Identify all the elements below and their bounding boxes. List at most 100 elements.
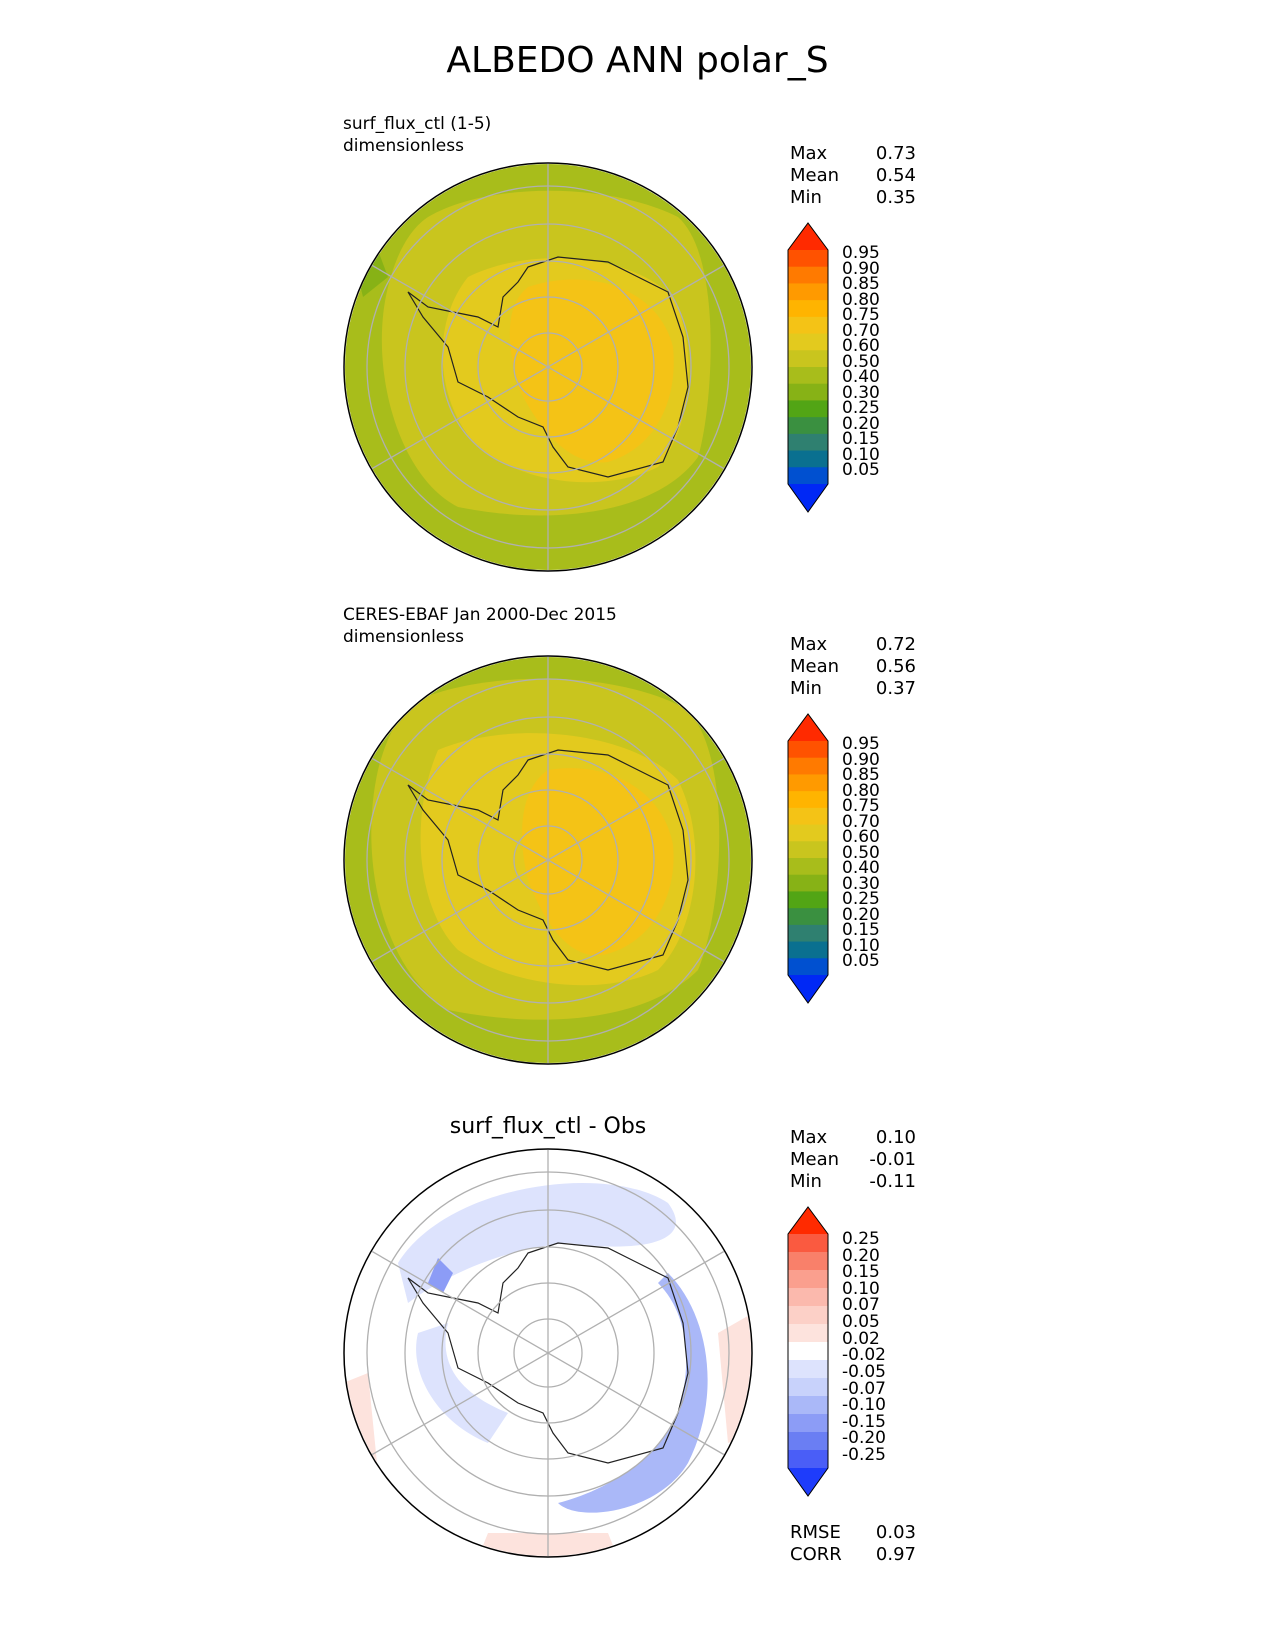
colorbar-segment bbox=[788, 367, 828, 385]
colorbar-tick-label: 0.90 bbox=[842, 258, 880, 279]
colorbar-segment bbox=[788, 1378, 828, 1397]
panel1-stats: Max 0.73 Mean 0.54 Min 0.35 bbox=[790, 143, 916, 209]
colorbar-segment bbox=[788, 807, 828, 826]
colorbar-segment bbox=[788, 250, 828, 268]
colorbar-tick-label: 0.70 bbox=[842, 320, 880, 341]
colorbar-tick-label: -0.07 bbox=[842, 1378, 886, 1399]
panel3-title: surf_flux_ctl - Obs bbox=[449, 1114, 647, 1139]
panel2-plateau bbox=[522, 768, 674, 956]
colorbar-tick-label: 0.50 bbox=[842, 351, 880, 372]
panel3-error-stats: RMSE 0.03 CORR 0.97 bbox=[790, 1522, 916, 1566]
colorbar-tick-label: 0.02 bbox=[842, 1328, 880, 1349]
colorbar-tick-label: 0.80 bbox=[842, 289, 880, 310]
colorbar-tick-label: 0.15 bbox=[842, 920, 880, 941]
colorbar-segment bbox=[788, 841, 828, 859]
colorbar-tick-label: 0.25 bbox=[842, 398, 880, 419]
colorbar-segment bbox=[788, 1360, 828, 1379]
panel1-graticule bbox=[366, 164, 730, 570]
colorbar-segment bbox=[788, 333, 828, 351]
colorbar-extend-top bbox=[788, 223, 828, 250]
colorbar-tick-label: -0.05 bbox=[842, 1361, 886, 1382]
panel1-stat-min: Min 0.35 bbox=[790, 187, 916, 208]
colorbar-segment bbox=[788, 958, 828, 976]
panel2-map-border bbox=[343, 655, 753, 1065]
colorbar-extend-top bbox=[788, 714, 828, 741]
colorbar-segment bbox=[788, 908, 828, 926]
colorbar-segment bbox=[788, 1270, 828, 1289]
panel2-label: CERES-EBAF Jan 2000-Dec 2015 dimensionle… bbox=[343, 604, 617, 648]
colorbar-segment bbox=[788, 266, 828, 284]
panel1-stat-mean: Mean 0.54 bbox=[790, 165, 916, 186]
colorbar-tick-label: 0.15 bbox=[842, 1262, 880, 1283]
colorbar-tick-label: 0.05 bbox=[842, 1312, 880, 1333]
panel3-stats: Max 0.10 Mean -0.01 Min -0.11 bbox=[790, 1127, 916, 1193]
colorbar-tick-label: 0.10 bbox=[842, 935, 880, 956]
colorbar-extend-top bbox=[788, 1207, 828, 1234]
colorbar-tick-label: -0.20 bbox=[842, 1428, 886, 1449]
panel3-colorbar bbox=[787, 1206, 829, 1497]
colorbar-tick-label: 0.10 bbox=[842, 444, 880, 465]
colorbar-tick-label: 0.40 bbox=[842, 367, 880, 388]
colorbar-segment bbox=[788, 1342, 828, 1361]
colorbar-tick-label: 0.75 bbox=[842, 796, 880, 817]
panel3-polar-map bbox=[343, 1148, 753, 1558]
colorbar-segment bbox=[788, 1288, 828, 1307]
panel3-strong-negative-patch bbox=[428, 1258, 453, 1293]
panel2-graticule bbox=[366, 657, 730, 1063]
panel2-colorbar bbox=[787, 713, 829, 1004]
panel3-negative-belt-west bbox=[416, 1323, 508, 1443]
colorbar-segment bbox=[788, 433, 828, 452]
colorbar-tick-label: -0.25 bbox=[842, 1445, 886, 1465]
panel1-colorbar bbox=[787, 222, 829, 513]
colorbar-segment bbox=[788, 1252, 828, 1271]
colorbar-tick-label: 0.20 bbox=[842, 904, 880, 925]
colorbar-segment bbox=[788, 467, 828, 485]
colorbar-segment bbox=[788, 300, 828, 318]
panel2-obs-name: CERES-EBAF Jan 2000-Dec 2015 bbox=[343, 605, 617, 625]
colorbar-segment bbox=[788, 1324, 828, 1343]
colorbar-tick-label: 0.20 bbox=[842, 413, 880, 434]
colorbar-tick-label: 0.07 bbox=[842, 1295, 880, 1316]
colorbar-segment bbox=[788, 1306, 828, 1325]
colorbar-segment bbox=[788, 316, 828, 335]
panel2-stat-min: Min 0.37 bbox=[790, 678, 916, 699]
colorbar-tick-label: 0.10 bbox=[842, 1278, 880, 1299]
colorbar-tick-label: 0.90 bbox=[842, 749, 880, 770]
colorbar-outline bbox=[787, 222, 829, 513]
colorbar-segment bbox=[788, 1432, 828, 1451]
colorbar-tick-label: -0.10 bbox=[842, 1395, 886, 1416]
panel3-stat-rmse: RMSE 0.03 bbox=[790, 1522, 916, 1543]
colorbar-tick-label: 0.40 bbox=[842, 858, 880, 879]
panel3-stat-max: Max 0.10 bbox=[790, 1127, 916, 1148]
panel3-graticule bbox=[366, 1150, 730, 1556]
colorbar-segment bbox=[788, 741, 828, 759]
panel2-stats: Max 0.72 Mean 0.56 Min 0.37 bbox=[790, 634, 916, 700]
colorbar-tick-label: 0.70 bbox=[842, 811, 880, 832]
colorbar-tick-label: 0.05 bbox=[842, 460, 880, 481]
colorbar-tick-label: 0.50 bbox=[842, 842, 880, 863]
colorbar-segment bbox=[788, 824, 828, 842]
panel2-stat-mean: Mean 0.56 bbox=[790, 656, 916, 677]
colorbar-segment bbox=[788, 1396, 828, 1415]
colorbar-tick-label: 0.25 bbox=[842, 1229, 880, 1249]
colorbar-segment bbox=[788, 774, 828, 792]
colorbar-extend-bottom bbox=[788, 1468, 828, 1496]
colorbar-segment bbox=[788, 1234, 828, 1253]
colorbar-segment bbox=[788, 858, 828, 876]
colorbar-tick-label: 0.25 bbox=[842, 889, 880, 910]
panel1-label: surf_flux_ctl (1-5) dimensionless bbox=[343, 113, 491, 157]
colorbar-segment bbox=[788, 891, 828, 909]
colorbar-segment bbox=[788, 941, 828, 959]
colorbar-segment bbox=[788, 1450, 828, 1469]
colorbar-outline bbox=[787, 713, 829, 1004]
colorbar-tick-label: -0.15 bbox=[842, 1411, 886, 1432]
panel2-units: dimensionless bbox=[343, 627, 464, 647]
panel1-stat-max: Max 0.73 bbox=[790, 143, 916, 164]
colorbar-segment bbox=[788, 417, 828, 435]
panel1-model-name: surf_flux_ctl (1-5) bbox=[343, 114, 492, 134]
figure-title: ALBEDO ANN polar_S bbox=[446, 40, 829, 81]
colorbar-tick-label: 0.85 bbox=[842, 274, 880, 295]
colorbar-extend-bottom bbox=[788, 484, 828, 512]
panel3-stat-min: Min -0.11 bbox=[790, 1171, 916, 1192]
panel1-units: dimensionless bbox=[343, 136, 464, 156]
